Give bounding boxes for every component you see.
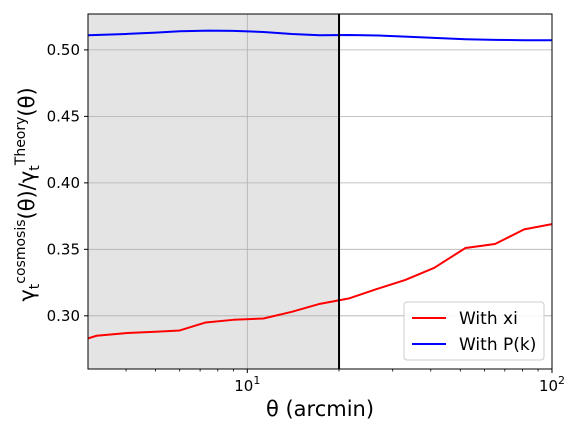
legend-box: [403, 301, 545, 361]
x-axis-label: θ (arcmin): [266, 397, 374, 421]
series-line-pk: [88, 29, 552, 42]
y-axis-label: γtcosmosis(θ)/γtTheory(θ): [13, 87, 43, 301]
y-tick-label: 0.30: [47, 307, 80, 325]
ylabel-end: (θ): [15, 87, 39, 116]
ylabel-gamma: γ: [15, 289, 39, 301]
y-tick-label: 0.35: [47, 240, 80, 258]
ylabel-sup: Theory: [13, 117, 29, 167]
ylabel-sub: t: [27, 165, 43, 171]
legend-label: With xi: [459, 309, 518, 329]
y-tick-label: 0.45: [47, 107, 80, 125]
ylabel-mid: (θ)/γ: [15, 171, 39, 220]
ylabel-sup: cosmosis: [13, 219, 29, 283]
legend-label: With P(k): [459, 335, 536, 355]
series-line-xi: [88, 223, 552, 340]
legend: With xi With P(k): [403, 301, 545, 361]
y-tick-label: 0.50: [47, 41, 80, 59]
series-lines: [88, 29, 552, 340]
axes-frame: [87, 13, 553, 370]
y-tick-label: 0.40: [47, 174, 80, 192]
ylabel-sub: t: [27, 283, 43, 289]
